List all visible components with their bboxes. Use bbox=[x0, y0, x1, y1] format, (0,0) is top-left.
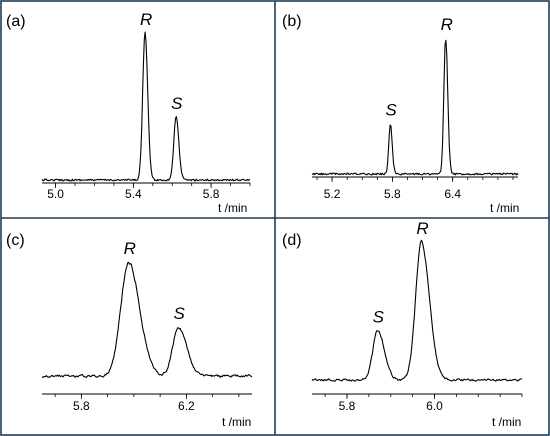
panel-a: (a) 5.0 5.4 5.8 R S t /min bbox=[6, 10, 251, 215]
x-ticks bbox=[54, 394, 240, 399]
panel-b: (b) 5.2 5.8 6.4 S R t /min bbox=[282, 13, 519, 215]
x-axis-label: t /min bbox=[492, 415, 521, 429]
x-ticks bbox=[316, 177, 514, 182]
panel-label: (b) bbox=[282, 13, 302, 30]
panel-d: (d) 5.8 6.0 S R t /min bbox=[282, 219, 523, 429]
x-tick-label: 6.2 bbox=[178, 399, 195, 413]
x-tick-label: 5.8 bbox=[73, 399, 90, 413]
peak-label: S bbox=[373, 307, 385, 326]
x-tick-label: 5.8 bbox=[203, 187, 220, 201]
x-tick-label: 5.8 bbox=[339, 399, 356, 413]
x-axis-label: t /min bbox=[222, 415, 251, 429]
x-ticks bbox=[324, 394, 523, 399]
x-tick-label: 6.0 bbox=[426, 399, 443, 413]
chromatogram-trace bbox=[311, 39, 519, 176]
chromatogram-trace bbox=[311, 239, 523, 382]
peak-label: R bbox=[124, 239, 136, 258]
peak-label: R bbox=[416, 219, 428, 238]
panel-label: (a) bbox=[6, 13, 26, 30]
x-ticks bbox=[55, 183, 251, 188]
peak-label: S bbox=[171, 94, 183, 113]
panel-label: (c) bbox=[6, 232, 25, 249]
chromatogram-trace bbox=[41, 261, 253, 378]
x-tick-label: 5.2 bbox=[324, 187, 341, 201]
chromatogram-trace bbox=[41, 31, 251, 182]
x-tick-label: 5.0 bbox=[47, 187, 64, 201]
peak-label: S bbox=[385, 101, 397, 120]
peak-label: S bbox=[174, 304, 186, 323]
x-axis-label: t /min bbox=[490, 201, 519, 215]
x-axis-label: t /min bbox=[218, 201, 247, 215]
peak-label: R bbox=[441, 15, 453, 34]
x-tick-label: 6.4 bbox=[444, 187, 461, 201]
peak-label: R bbox=[140, 10, 152, 29]
panel-c: (c) 5.8 6.2 R S t /min bbox=[6, 232, 253, 429]
x-tick-label: 5.8 bbox=[384, 187, 401, 201]
panel-label: (d) bbox=[282, 232, 302, 249]
x-tick-label: 5.4 bbox=[125, 187, 142, 201]
